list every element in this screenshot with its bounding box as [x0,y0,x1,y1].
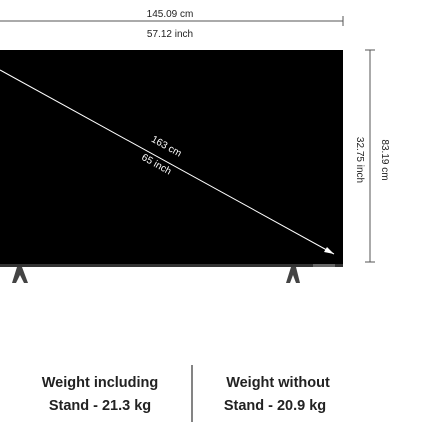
height-cm: 83.19 cm [379,139,390,180]
tv-logo-bar [313,264,335,267]
width-inch: 57.12 inch [147,29,193,40]
weight-label: Weight without [226,375,330,391]
width-cm: 145.09 cm [147,9,194,20]
weight-value: Stand - 20.9 kg [224,398,326,414]
tv-screen [0,50,343,266]
weight-label: Weight including [42,375,159,391]
weight-value: Stand - 21.3 kg [49,398,151,414]
tv-bezel [0,264,343,267]
height-inch: 32.75 inch [354,137,365,183]
stand-right [286,267,300,283]
diagonal-arrow [324,247,334,254]
diagonal-line [0,69,335,255]
stand-left [12,267,28,283]
